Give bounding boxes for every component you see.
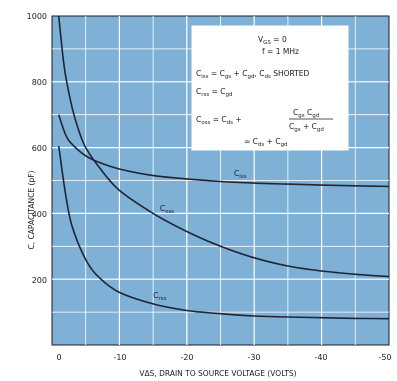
annotation-line-approx: ≈ Cds + Cgd bbox=[244, 137, 288, 148]
x-tick-20: -20 bbox=[180, 353, 193, 362]
y-tick-800: 800 bbox=[32, 78, 47, 87]
x-tick-30: -30 bbox=[247, 353, 260, 362]
series-label-ciss: Ciss bbox=[234, 169, 247, 180]
x-tick-50: -50 bbox=[378, 353, 391, 362]
annotation-line-coss: Coss = Cds + bbox=[196, 115, 242, 126]
series-line-crss bbox=[57, 145, 390, 320]
series-line-ciss bbox=[57, 114, 390, 188]
annotation-fraction-den: Cgs + Cgd bbox=[289, 122, 324, 133]
series-line-coss bbox=[57, 15, 390, 278]
y-tick-600: 600 bbox=[32, 144, 47, 153]
y-tick-400: 400 bbox=[32, 210, 47, 219]
curves bbox=[57, 15, 390, 320]
annotation-fraction-num: Cgs Cgd bbox=[293, 108, 319, 119]
x-tick-40: -40 bbox=[314, 353, 327, 362]
y-tick-1000: 1000 bbox=[27, 12, 47, 21]
annotation-box: VGS = 0 f = 1 MHz Ciss = Cgs + Cgd, Cds … bbox=[191, 25, 349, 151]
x-tick-0: 0 bbox=[56, 353, 61, 362]
x-tick-labels: 0 -10 -20 -30 -40 -50 bbox=[56, 353, 391, 362]
annotation-line-crss: Crss = Cgd bbox=[196, 87, 233, 98]
annotation-line-freq: f = 1 MHz bbox=[262, 47, 299, 56]
series-label-crss: Crss bbox=[153, 291, 166, 302]
series-label-coss: Coss bbox=[160, 204, 174, 215]
x-axis-label: VΔS, DRAIN TO SOURCE VOLTAGE (VOLTS) bbox=[139, 369, 296, 378]
annotation-line-ciss: Ciss = Cgs + Cgd, Cds SHORTED bbox=[196, 69, 310, 80]
curve-labels: Ciss Coss Crss bbox=[153, 169, 247, 302]
x-tick-10: -10 bbox=[113, 353, 126, 362]
y-axis-label: C, CAPACITANCE (pF) bbox=[27, 170, 36, 249]
y-tick-labels: 1000 800 600 400 200 bbox=[27, 12, 47, 285]
y-tick-200: 200 bbox=[32, 276, 47, 285]
annotation-line-vgs: VGS = 0 bbox=[258, 35, 287, 46]
